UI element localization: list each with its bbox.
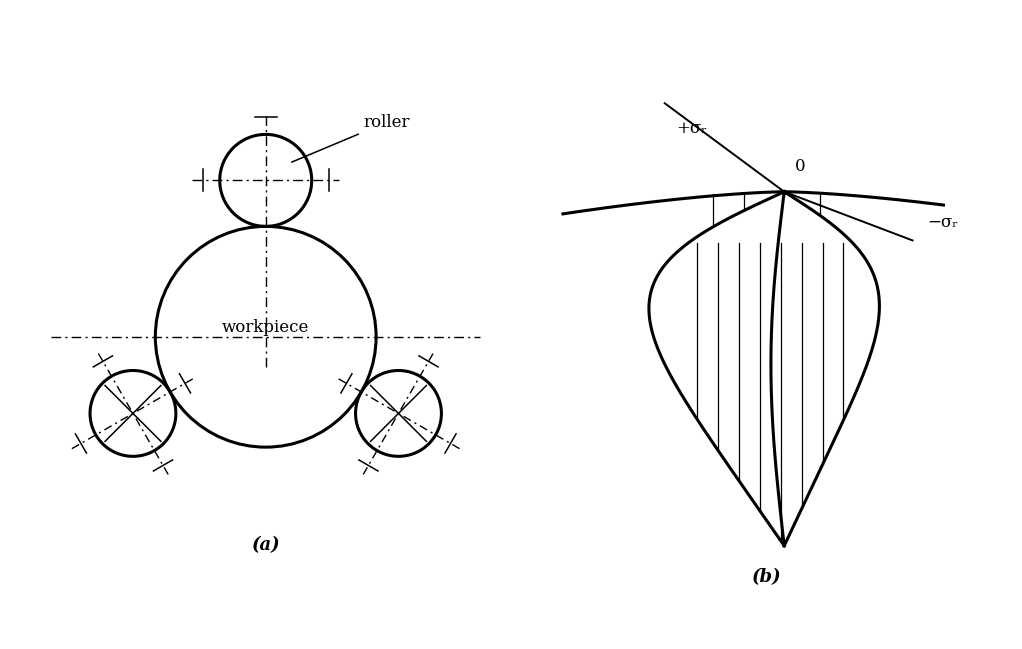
Text: workpiece: workpiece [222, 319, 310, 336]
Text: +σᵣ: +σᵣ [676, 119, 707, 136]
Text: roller: roller [291, 114, 410, 162]
Text: (b): (b) [752, 568, 781, 586]
Text: (a): (a) [251, 536, 280, 554]
Text: −σᵣ: −σᵣ [928, 214, 959, 231]
Text: 0: 0 [795, 158, 805, 175]
